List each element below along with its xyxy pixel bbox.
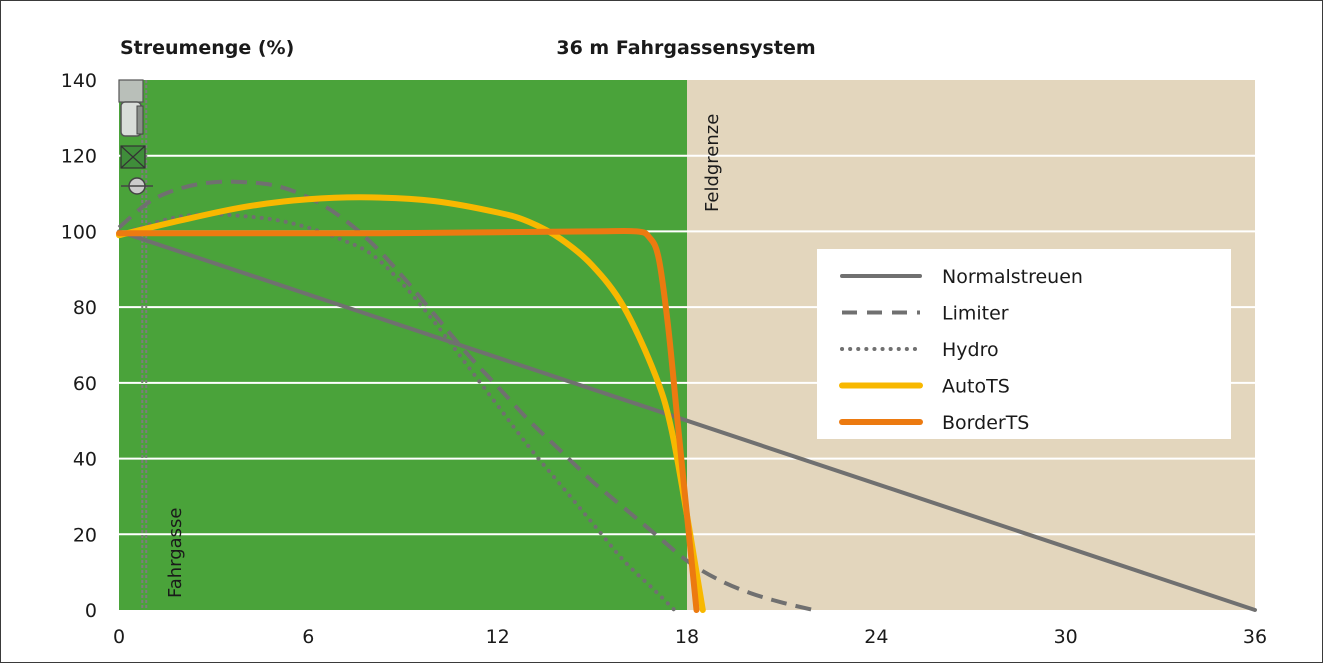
y-tick-label: 80 xyxy=(73,297,97,319)
y-tick-label: 100 xyxy=(61,221,97,243)
x-tick-label: 6 xyxy=(302,626,314,648)
x-tick-label: 0 xyxy=(113,626,125,648)
legend-label-autots: AutoTS xyxy=(942,376,1010,398)
y-tick-label: 120 xyxy=(61,146,97,168)
legend-label-borderts: BorderTS xyxy=(942,412,1029,434)
y-tick-label: 60 xyxy=(73,373,97,395)
x-tick-label: 24 xyxy=(864,626,888,648)
series-lines xyxy=(116,179,1257,613)
region-label-feldgrenze: Feldgrenze xyxy=(702,114,723,212)
region-label-fahrgasse: Fahrgasse xyxy=(165,507,186,598)
series-line-normalstreuen xyxy=(117,229,1257,612)
fahrgasse-track xyxy=(141,80,148,610)
legend-label-limiter: Limiter xyxy=(942,303,1009,325)
y-tick-label: 20 xyxy=(73,524,97,546)
y-axis-title: Streumenge (%) xyxy=(120,37,294,59)
region-0 xyxy=(119,80,687,610)
x-tick-label: 12 xyxy=(486,626,510,648)
series-line-limiter xyxy=(117,179,814,612)
legend-box xyxy=(817,249,1231,439)
y-tick-label: 140 xyxy=(61,70,97,92)
spreader-icon xyxy=(118,79,153,195)
x-tick-label: 30 xyxy=(1054,626,1078,648)
x-tick-label: 36 xyxy=(1243,626,1267,648)
y-tick-label: 40 xyxy=(73,449,97,471)
legend: Normalstreuen Limiter Hydro AutoTS BorderTS xyxy=(817,249,1231,439)
legend-label-normalstreuen: Normalstreuen xyxy=(942,266,1083,288)
chart-title: 36 m Fahrgassensystem xyxy=(556,37,815,59)
y-tick-label: 0 xyxy=(85,600,97,622)
axis-ticks: 0 6 12 18 24 30 36 0 20 40 60 80 100 120 140 xyxy=(61,70,1267,648)
x-tick-label: 18 xyxy=(675,626,699,648)
series-line-borderts xyxy=(116,227,700,613)
legend-label-hydro: Hydro xyxy=(942,339,999,361)
